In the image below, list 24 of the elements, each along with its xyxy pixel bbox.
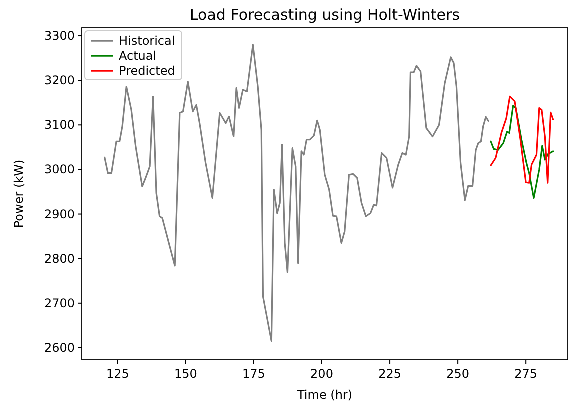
y-tick-label: 3200: [44, 74, 75, 88]
y-tick-label: 3300: [44, 29, 75, 44]
x-axis-title: Time (hr): [296, 388, 353, 402]
line-series: [490, 96, 554, 184]
y-tick-label: 2800: [44, 252, 75, 266]
x-tick-label: 150: [174, 367, 198, 381]
y-tick-label: 2600: [44, 340, 75, 355]
y-tick-label: 2700: [44, 296, 75, 310]
x-tick-label: 175: [242, 367, 266, 381]
x-tick-label: 125: [106, 367, 130, 381]
legend-label: Actual: [119, 49, 157, 63]
chart-title: Load Forecasting using Holt-Winters: [190, 6, 460, 24]
x-tick-label: 225: [378, 367, 402, 381]
x-tick-label: 200: [310, 367, 334, 381]
line-series: [104, 44, 490, 342]
x-tick-label: 250: [446, 367, 470, 381]
legend-label: Predicted: [119, 64, 176, 78]
legend-label: Historical: [119, 34, 176, 48]
line-series: [490, 105, 554, 200]
y-tick-label: 3000: [44, 162, 75, 177]
y-tick-label: 2900: [44, 207, 75, 222]
y-axis-title: Power (kW): [12, 160, 26, 228]
y-tick-label: 3100: [44, 118, 75, 132]
x-tick-label: 275: [514, 367, 538, 381]
